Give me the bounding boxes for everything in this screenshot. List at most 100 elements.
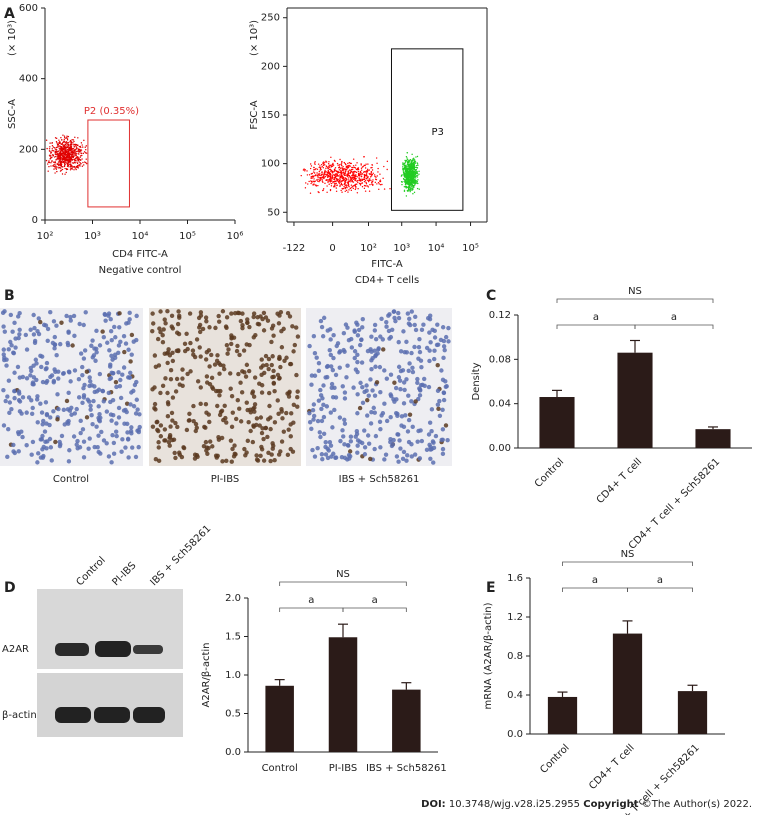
cell — [398, 387, 402, 391]
event-dot — [412, 189, 413, 190]
cell — [329, 410, 333, 414]
significance-label: a — [671, 312, 677, 323]
event-dot — [52, 148, 53, 149]
cell — [384, 320, 388, 324]
cell — [355, 450, 359, 454]
event-dot — [320, 175, 321, 176]
event-dot — [326, 165, 327, 166]
event-dot — [371, 181, 372, 182]
cell — [120, 437, 124, 441]
cell — [2, 423, 6, 427]
event-dot — [335, 180, 336, 181]
cell — [161, 340, 165, 344]
cell — [442, 398, 446, 402]
cell — [402, 401, 406, 405]
cell — [358, 343, 362, 347]
cell — [368, 377, 372, 381]
cell — [176, 322, 180, 326]
cell — [198, 323, 202, 327]
cell — [312, 402, 316, 406]
event-dot — [406, 177, 407, 178]
cell — [378, 390, 382, 394]
cell — [168, 433, 172, 437]
cell — [322, 432, 326, 436]
cell — [361, 401, 365, 405]
cell — [232, 443, 236, 447]
cell — [262, 371, 266, 375]
event-dot — [71, 148, 72, 149]
cell — [54, 324, 58, 328]
x-axis-label: CD4 FITC-A — [112, 249, 168, 260]
event-dot — [339, 183, 340, 184]
event-dot — [344, 173, 345, 174]
event-dot — [379, 183, 380, 184]
event-dot — [407, 177, 408, 178]
cell — [446, 326, 450, 330]
event-dot — [341, 173, 342, 174]
cell — [364, 383, 368, 387]
event-dot — [414, 192, 415, 193]
cell — [40, 447, 44, 451]
cell — [439, 338, 443, 342]
event-dot — [86, 163, 87, 164]
cell — [430, 407, 434, 411]
event-dot — [68, 166, 69, 167]
cell — [419, 358, 423, 362]
cell — [171, 359, 175, 363]
event-dot — [346, 185, 347, 186]
significance-bracket — [557, 299, 713, 303]
cell — [405, 350, 409, 354]
event-dot — [317, 180, 318, 181]
event-dot — [415, 177, 416, 178]
y-tick-label: 1.6 — [507, 573, 523, 584]
cell — [444, 423, 448, 427]
event-dot — [358, 173, 359, 174]
significance-bracket — [635, 325, 713, 329]
event-dot — [327, 182, 328, 183]
event-dot — [64, 139, 65, 140]
cell — [172, 437, 176, 441]
event-dot — [350, 188, 351, 189]
cell — [397, 340, 401, 344]
cell — [41, 380, 45, 384]
event-dot — [348, 183, 349, 184]
cell — [417, 345, 421, 349]
cell — [109, 376, 113, 380]
event-dot — [409, 175, 410, 176]
event-dot — [409, 169, 410, 170]
cell — [206, 446, 210, 450]
event-dot — [340, 170, 341, 171]
cell — [225, 352, 229, 356]
cell — [378, 365, 382, 369]
cell — [67, 459, 71, 463]
event-dot — [342, 184, 343, 185]
cell — [82, 356, 86, 360]
cell — [234, 417, 238, 421]
event-dot — [76, 156, 77, 157]
cell — [313, 351, 317, 355]
cell — [70, 343, 74, 347]
cell — [444, 335, 448, 339]
cell — [265, 435, 269, 439]
event-dot — [372, 164, 373, 165]
event-dot — [414, 167, 415, 168]
event-dot — [362, 186, 363, 187]
cell — [170, 314, 174, 318]
event-dot — [66, 172, 67, 173]
cell — [320, 457, 324, 461]
cell — [324, 440, 328, 444]
cell — [47, 423, 51, 427]
cell — [130, 445, 134, 449]
event-dot — [352, 167, 353, 168]
cell — [73, 368, 77, 372]
event-dot — [314, 164, 315, 165]
cell — [313, 454, 317, 458]
image-caption: IBS + Sch58261 — [339, 474, 420, 485]
cell — [163, 376, 167, 380]
event-dot — [405, 164, 406, 165]
event-dot — [313, 178, 314, 179]
event-dot — [348, 173, 349, 174]
event-dot — [362, 179, 363, 180]
cell — [163, 352, 167, 356]
cell — [160, 333, 164, 337]
